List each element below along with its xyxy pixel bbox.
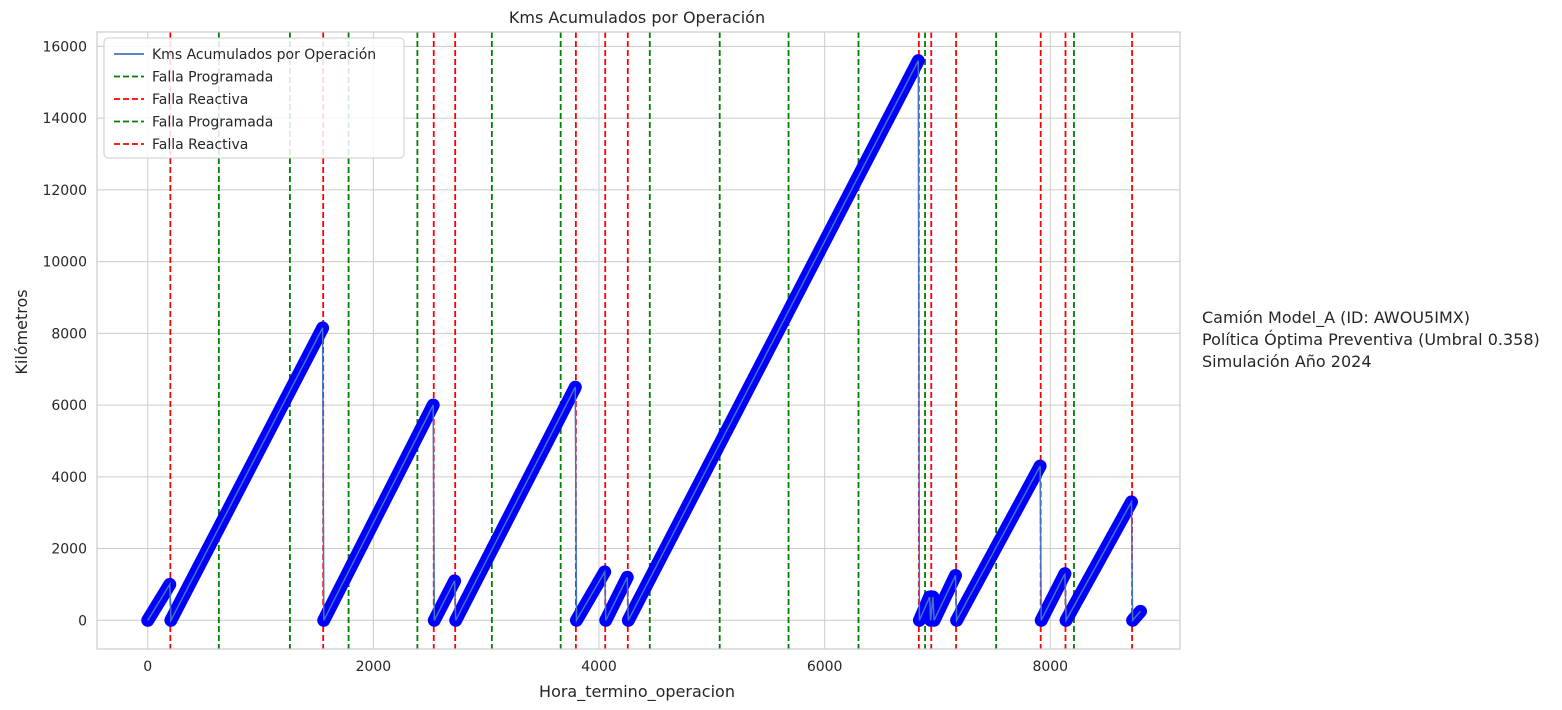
series-layer	[141, 54, 1148, 627]
y-tick-label: 10000	[42, 255, 87, 271]
legend-label: Falla Programada	[152, 70, 273, 86]
x-tick-label: 2000	[356, 659, 392, 675]
legend-label: Falla Programada	[152, 115, 273, 131]
y-axis-label: Kilómetros	[12, 289, 31, 374]
x-tick-label: 8000	[1032, 659, 1068, 675]
y-tick-label: 6000	[51, 398, 87, 414]
chart-title: Kms Acumulados por Operación	[509, 8, 765, 27]
tick-labels: 0 2000 4000 6000 8000 0 2000 4000 6000 8000 10000 1…	[42, 39, 1068, 675]
legend-label: Kms Acumulados por Operación	[152, 47, 376, 63]
x-tick-label: 0	[143, 659, 152, 675]
plot-frame	[96, 31, 1181, 650]
x-tick-label: 4000	[581, 659, 617, 675]
y-tick-label: 2000	[51, 542, 87, 558]
y-tick-label: 12000	[42, 183, 87, 199]
simulation-annotation: Camión Model_A (ID: AWOU5IMX) Política Ó…	[1202, 307, 1540, 373]
legend: Kms Acumulados por Operación Falla Progra…	[103, 37, 405, 159]
y-tick-label: 0	[78, 613, 87, 629]
y-tick-label: 8000	[51, 326, 87, 342]
y-tick-label: 16000	[42, 39, 87, 55]
legend-box	[103, 37, 405, 159]
annotation-policy: Política Óptima Preventiva (Umbral 0.358…	[1202, 330, 1540, 349]
x-axis-label: Hora_termino_operacion	[539, 682, 735, 702]
legend-label: Falla Reactiva	[152, 92, 248, 108]
annotation-truck: Camión Model_A (ID: AWOU5IMX)	[1202, 308, 1470, 327]
x-tick-label: 6000	[807, 659, 843, 675]
annotation-year: Simulación Año 2024	[1202, 352, 1372, 371]
legend-label: Falla Reactiva	[152, 137, 248, 153]
kms-series-line	[147, 60, 1142, 624]
y-tick-label: 14000	[42, 111, 87, 127]
grid-layer	[97, 32, 1180, 649]
y-tick-label: 4000	[51, 470, 87, 486]
